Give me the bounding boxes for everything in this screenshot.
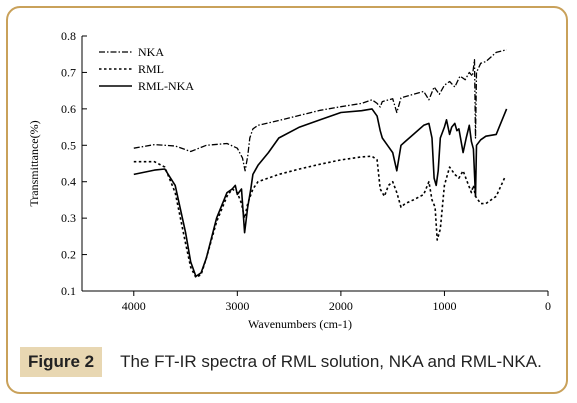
x-tick-label: 1000 [432, 299, 456, 313]
figure-caption: Figure 2 The FT-IR spectra of RML soluti… [20, 347, 542, 377]
x-tick-label: 2000 [329, 299, 353, 313]
y-tick-label: 0.3 [61, 211, 76, 225]
figure-label: Figure 2 [20, 347, 103, 377]
x-tick-label: 4000 [122, 299, 146, 313]
y-tick-label: 0.8 [61, 29, 76, 43]
caption-text: The FT-IR spectra of RML solution, NKA a… [120, 352, 542, 371]
y-tick-label: 0.5 [61, 138, 76, 152]
y-axis-label: Transmittance(%) [27, 120, 41, 206]
x-axis-label: Wavenumbers (cm-1) [248, 317, 352, 331]
y-tick-label: 0.2 [61, 248, 76, 262]
series-line-nka [133, 49, 507, 172]
figure-frame [6, 6, 568, 394]
x-tick-label: 0 [545, 299, 551, 313]
legend-label-nka: NKA [138, 45, 164, 59]
series-line-rml [133, 155, 506, 279]
y-tick-label: 0.6 [61, 102, 76, 116]
legend-label-rml: RML [138, 62, 164, 76]
y-tick-label: 0.1 [61, 284, 76, 298]
legend-label-rml-nka: RML-NKA [138, 79, 194, 93]
series-line-rml-nka [133, 108, 508, 278]
ftir-chart: 0.1 0.2 0.3 0.4 0.5 0.6 0.7 0.8 4000 3000 2000 1000… [27, 29, 551, 331]
x-tick-label: 3000 [225, 299, 249, 313]
y-tick-label: 0.4 [61, 175, 76, 189]
y-tick-label: 0.7 [61, 65, 76, 79]
